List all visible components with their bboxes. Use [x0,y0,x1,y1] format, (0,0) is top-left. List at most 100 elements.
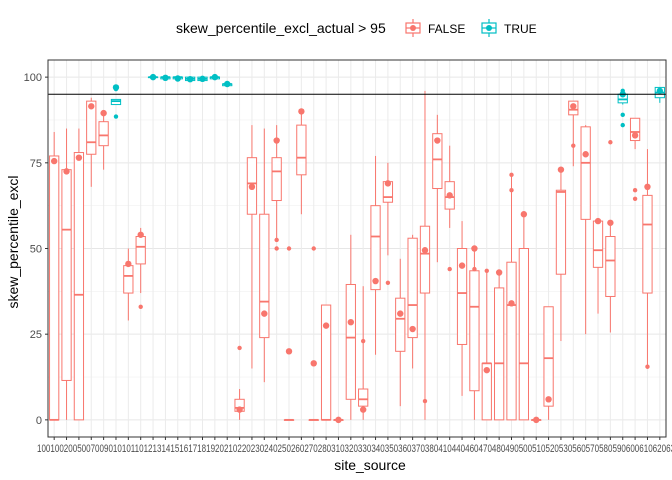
box-1032 [358,388,369,407]
mean-point-1014 [162,74,169,82]
outlier-point [360,338,366,344]
box-1044 [456,248,468,345]
box-1049 [506,261,517,421]
box-1058 [592,220,604,268]
outlier-point [237,345,242,351]
box-1033 [370,205,381,291]
outlier-point [311,246,316,251]
mean-point-1046 [471,245,478,252]
box-1046 [469,270,480,392]
mean-point-1025 [298,108,305,115]
mean-point-1017 [199,75,206,83]
legend-label-true: TRUE [504,22,537,36]
mean-point-1005 [75,154,83,161]
box-1057 [580,126,591,220]
outlier-point [571,143,576,148]
legend-key-true [481,19,497,37]
outlier-point [422,398,428,404]
box-1061 [629,117,641,142]
mean-point-1062 [644,183,651,191]
mean-point-1048 [495,269,503,276]
legend-label-false: FALSE [428,22,465,36]
outlier-point [632,196,638,202]
box-1050 [518,248,529,421]
mean-point-1021 [248,183,256,191]
outlier-point [138,304,143,309]
y-tick-label: 25 [30,329,42,341]
outlier-point [620,122,625,128]
mean-point-1038 [434,137,441,144]
mean-point-1033 [372,277,379,285]
outlier-point [274,237,279,243]
outlier-point [113,114,119,119]
mean-point-1010 [112,84,120,91]
box-1037 [419,225,431,294]
mean-point-1058 [594,217,602,225]
mean-point-1059 [607,219,614,226]
mean-point-1052 [545,396,552,403]
mean-point-1037 [421,247,429,254]
mean-point-1026 [310,360,317,367]
outlier-point [286,246,292,251]
box-1023 [271,157,282,202]
mean-point-1031 [347,318,355,326]
box-1012 [135,236,146,265]
mean-point-1019 [224,80,231,88]
mean-point-1041 [446,192,453,199]
legend-key-false [404,19,422,37]
box-1035 [395,297,406,352]
mean-point-1053 [557,166,565,173]
mean-point-1015 [174,75,181,82]
outlier-point [447,266,452,272]
outlier-point [632,188,638,193]
mean-point-1028 [335,416,342,424]
box-1031 [345,283,356,400]
outlier-point [620,112,625,118]
legend-title: skew_percentile_excl_actual > 95 [176,20,386,36]
box-1053 [555,189,567,275]
box-1011 [123,265,134,294]
mean-point-1009 [100,109,107,117]
mean-point-1016 [186,75,194,83]
outlier-point [608,140,613,145]
y-tick-label: 100 [24,72,42,84]
mean-point-1050 [520,211,528,218]
box-1036 [407,237,418,339]
mean-point-1018 [211,73,219,81]
y-tick-label: 0 [36,415,42,427]
outlier-point [645,364,650,369]
plot-panel: 0 25 50 75 100 100100200500700901010110121314… [24,59,672,455]
mean-point-1013 [149,73,157,81]
mean-point-1049 [508,300,515,307]
outlier-point [509,188,514,193]
outlier-point [385,280,391,285]
box-1009 [98,121,109,147]
mean-point-1036 [409,325,416,333]
box-1022 [259,213,270,339]
box-1048 [494,287,505,421]
box-1002 [61,169,72,381]
mean-point-1012 [137,231,144,238]
mean-point-1022 [261,310,268,317]
mean-point-1001 [50,157,58,165]
box-1005 [73,152,85,421]
x-axis-title: site_source [334,457,406,473]
outlier-point [509,172,514,178]
mean-point-1024 [285,348,293,355]
y-tick-label: 75 [30,158,42,170]
outlier-point [484,268,489,273]
legend: skew_percentile_excl_actual > 95 FALSE T… [176,19,537,37]
mean-point-1044 [458,262,466,269]
mean-point-1057 [582,151,589,158]
box-1007 [86,100,97,155]
mean-point-1007 [88,103,95,110]
box-1025 [296,124,307,176]
mean-point-1020 [236,406,243,413]
box-1001 [49,155,60,421]
mean-point-1011 [125,260,132,268]
box-1027 [320,304,332,421]
mean-point-1023 [273,137,280,144]
mean-point-1047 [483,366,490,374]
box-1038 [432,133,443,190]
